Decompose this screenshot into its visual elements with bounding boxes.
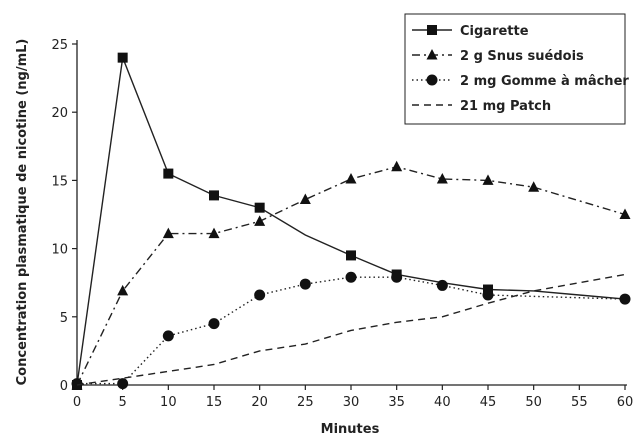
- x-tick-label-25: 25: [297, 395, 314, 410]
- x-tick-label-0: 0: [73, 395, 81, 410]
- legend-marker-3: [426, 74, 438, 86]
- series-layer: [71, 52, 631, 390]
- y-tick-label-10: 10: [51, 243, 68, 258]
- x-tick-label-10: 10: [160, 395, 177, 410]
- series-3-point-60: [619, 293, 631, 305]
- series-3-point-45: [482, 289, 494, 301]
- series-2-point-50: [528, 181, 540, 192]
- legend-label-4: 21 mg Patch: [460, 99, 551, 114]
- legend: Cigarette 2 g Snus suédois 2 mg Gomme à mâ…: [404, 13, 629, 125]
- legend-label-2: 2 g Snus suédois: [460, 49, 584, 64]
- y-tick-label-20: 20: [51, 106, 68, 121]
- y-tick-label-15: 15: [51, 174, 68, 189]
- series-1-point-10: [163, 168, 174, 179]
- series-2-point-35: [391, 160, 403, 172]
- series-2-point-15: [208, 227, 220, 239]
- x-tick-label-15: 15: [206, 395, 223, 410]
- x-tick-label-50: 50: [525, 395, 542, 410]
- x-tick-label-60: 60: [617, 395, 634, 410]
- x-axis-ticks: 0 5 10 15 20 25 30 35 40 45 50 55 60: [73, 385, 633, 410]
- series-3-point-35: [391, 271, 403, 283]
- series-3-point-15: [208, 318, 220, 330]
- series-4: [76, 273, 626, 386]
- legend-marker-2: [426, 49, 438, 60]
- series-2-point-45: [482, 174, 494, 185]
- series-2-point-20: [254, 215, 266, 226]
- legend-marker-1: [427, 25, 437, 35]
- series-2-point-30: [345, 173, 357, 184]
- series-2-point-10: [162, 227, 174, 239]
- x-axis-title: Minutes: [321, 422, 380, 437]
- series-2-point-60: [619, 208, 631, 219]
- series-1-point-15: [209, 190, 219, 201]
- legend-label-3: 2 mg Gomme à mâcher: [460, 74, 629, 89]
- y-axis-ticks: 0 5 10 15 20 25: [51, 38, 77, 394]
- x-tick-label-20: 20: [251, 395, 268, 410]
- series-1-point-5: [117, 52, 128, 63]
- x-tick-label-40: 40: [434, 395, 451, 410]
- series-2-point-40: [436, 173, 448, 184]
- x-tick-label-35: 35: [388, 395, 405, 410]
- series-3: [71, 271, 631, 390]
- series-3-point-0: [71, 378, 83, 390]
- y-tick-label-25: 25: [51, 38, 68, 53]
- x-tick-label-5: 5: [119, 395, 127, 410]
- series-3-point-40: [436, 279, 448, 291]
- series-2-point-5: [117, 284, 129, 296]
- x-tick-label-55: 55: [571, 395, 588, 410]
- series-2-point-25: [299, 193, 311, 204]
- series-line-2: [76, 166, 626, 386]
- x-tick-label-45: 45: [480, 395, 497, 410]
- y-tick-label-0: 0: [60, 379, 68, 394]
- series-3-point-25: [299, 278, 311, 290]
- y-axis-title: Concentration plasmatique de nicotine (n…: [15, 39, 30, 386]
- y-tick-label-5: 5: [60, 311, 68, 326]
- x-tick-label-30: 30: [343, 395, 360, 410]
- series-1-point-20: [254, 202, 265, 213]
- series-1-point-30: [346, 250, 356, 261]
- legend-label-1: Cigarette: [460, 24, 529, 39]
- series-line-4: [76, 273, 626, 386]
- series-3-point-20: [254, 289, 266, 301]
- series-3-point-5: [117, 378, 129, 390]
- series-3-point-10: [162, 330, 174, 342]
- series-3-point-30: [345, 271, 357, 283]
